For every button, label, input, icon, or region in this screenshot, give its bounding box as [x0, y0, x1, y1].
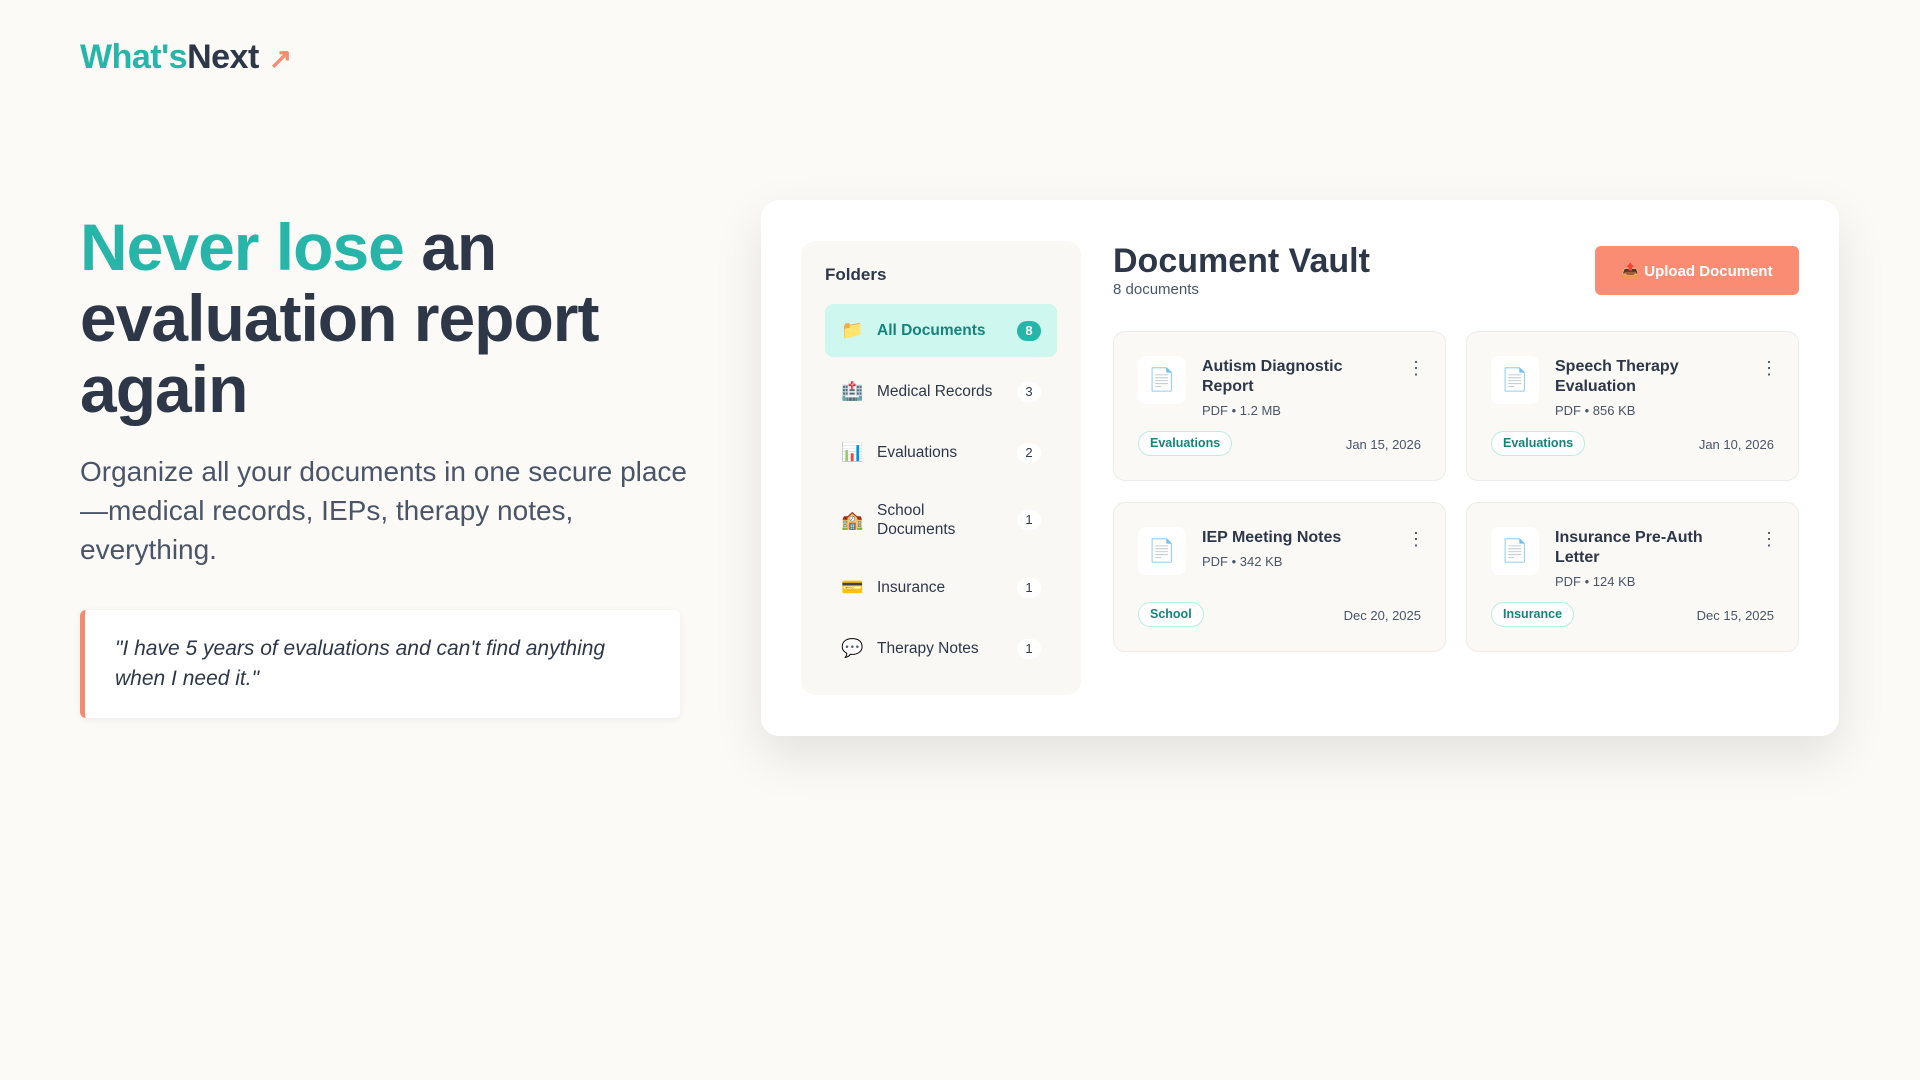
hero-rest: an evaluation report again: [80, 210, 599, 426]
folder-icon: 💳: [841, 577, 864, 597]
category-tag: Evaluations: [1491, 431, 1586, 456]
folder-count-badge: 1: [1017, 510, 1041, 530]
folder-count-badge: 3: [1017, 381, 1041, 402]
document-name: Speech Therapy Evaluation: [1555, 358, 1679, 395]
folders-panel: Folders 📁 All Documents 8 🏥 Medical Records 3…: [801, 241, 1081, 695]
document-date: Dec 15, 2025: [1696, 608, 1774, 623]
folder-count-badge: 2: [1017, 442, 1041, 463]
document-meta: PDF • 342 KB: [1202, 554, 1283, 569]
category-tag: School: [1138, 602, 1204, 627]
document-card[interactable]: 📄 Speech Therapy Evaluation PDF • 856 KB …: [1466, 331, 1799, 481]
document-date: Dec 20, 2025: [1343, 608, 1421, 623]
folder-item-insurance[interactable]: 💳 Insurance 1: [825, 561, 1057, 614]
logo-part2: Next: [187, 38, 259, 76]
hero-highlight: Never lose: [80, 210, 405, 284]
folder-label: School Documents: [877, 502, 956, 538]
folder-item-therapy-notes[interactable]: 💬 Therapy Notes 1: [825, 622, 1057, 675]
file-icon: 📄: [1491, 527, 1539, 575]
folder-icon: 🏫: [841, 509, 864, 530]
folders-title: Folders: [825, 265, 887, 284]
file-icon: 📄: [1491, 356, 1539, 404]
folder-count-badge: 1: [1017, 577, 1041, 598]
folder-item-evaluations[interactable]: 📊 Evaluations 2: [825, 426, 1057, 479]
document-vault-preview: Folders 📁 All Documents 8 🏥 Medical Records 3…: [761, 200, 1839, 736]
folder-icon: 🏥: [841, 381, 864, 401]
more-options-icon[interactable]: ⋮: [1760, 529, 1778, 549]
document-name: Insurance Pre-Auth Letter: [1555, 529, 1703, 566]
document-date: Jan 15, 2026: [1345, 437, 1421, 452]
folder-icon: 📁: [841, 320, 864, 340]
vault-title: Document Vault: [1113, 242, 1370, 280]
document-card[interactable]: 📄 IEP Meeting Notes PDF • 342 KB ⋮ School…: [1113, 502, 1446, 652]
document-card[interactable]: 📄 Autism Diagnostic Report PDF • 1.2 MB ⋮…: [1113, 331, 1446, 481]
testimonial-quote: "I have 5 years of evaluations and can't…: [80, 610, 680, 718]
folder-count-badge: 8: [1017, 320, 1041, 341]
logo[interactable]: What'sNext ↗: [80, 38, 292, 77]
document-meta: PDF • 1.2 MB: [1202, 403, 1281, 418]
folder-icon: 💬: [841, 638, 864, 658]
logo-part1: What's: [80, 38, 188, 76]
folder-icon: 📊: [841, 442, 864, 462]
document-count: 8 documents: [1113, 281, 1199, 298]
folder-item-school-documents[interactable]: 🏫 School Documents 1: [825, 487, 1057, 553]
category-tag: Evaluations: [1138, 431, 1233, 456]
upload-document-button[interactable]: 📤 Upload Document: [1595, 246, 1799, 295]
folder-label: Therapy Notes: [877, 640, 979, 657]
folder-item-all-documents[interactable]: 📁 All Documents 8: [825, 304, 1057, 357]
document-name: Autism Diagnostic Report: [1202, 358, 1343, 395]
folder-count-badge: 1: [1017, 638, 1041, 659]
arrow-up-right-icon: ↗: [268, 43, 292, 74]
upload-label: Upload Document: [1644, 262, 1773, 280]
folder-label: All Documents: [877, 322, 986, 339]
folder-label: Medical Records: [877, 383, 993, 400]
document-date: Jan 10, 2026: [1698, 437, 1774, 452]
document-name: IEP Meeting Notes: [1202, 529, 1342, 546]
more-options-icon[interactable]: ⋮: [1407, 529, 1425, 549]
category-tag: Insurance: [1491, 602, 1575, 627]
more-options-icon[interactable]: ⋮: [1760, 358, 1778, 378]
folder-label: Evaluations: [877, 444, 958, 461]
document-meta: PDF • 856 KB: [1555, 403, 1636, 418]
document-meta: PDF • 124 KB: [1555, 574, 1636, 589]
folder-label: Insurance: [877, 579, 946, 596]
hero-heading: Never lose an evaluation report again: [80, 212, 700, 425]
document-card[interactable]: 📄 Insurance Pre-Auth Letter PDF • 124 KB …: [1466, 502, 1799, 652]
file-icon: 📄: [1138, 527, 1186, 575]
more-options-icon[interactable]: ⋮: [1407, 358, 1425, 378]
folder-item-medical-records[interactable]: 🏥 Medical Records 3: [825, 365, 1057, 418]
file-icon: 📄: [1138, 356, 1186, 404]
upload-icon: 📤: [1621, 262, 1641, 280]
hero-subtitle: Organize all your documents in one secur…: [80, 456, 688, 565]
